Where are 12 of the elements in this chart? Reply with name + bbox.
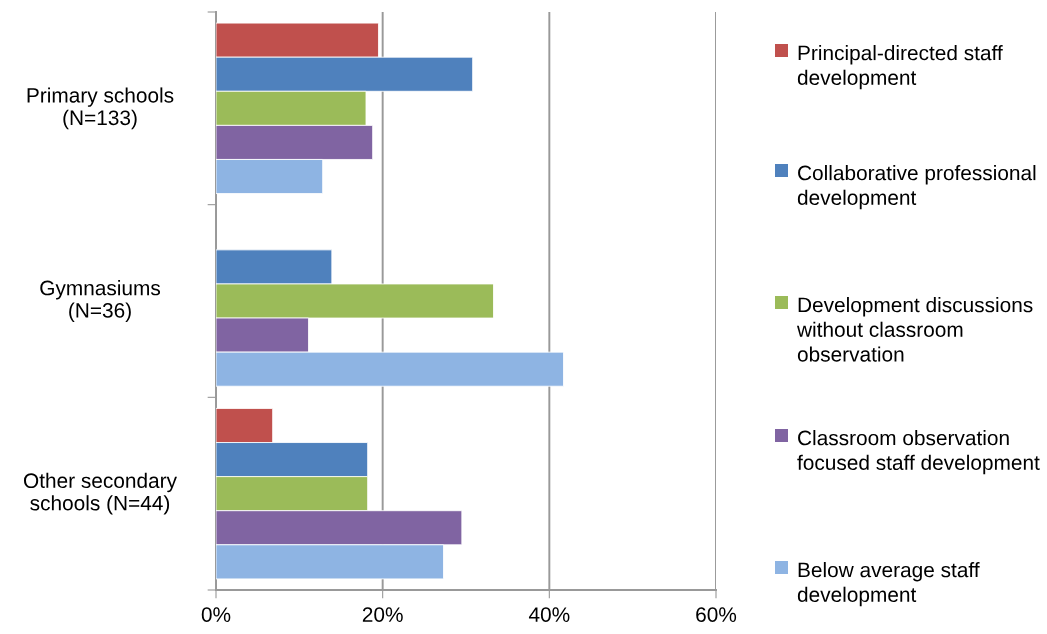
y-tick-label: Primary schools (N=133) xyxy=(27,87,174,130)
y-tick-label: Gymnasiums (N=36) xyxy=(40,280,161,322)
legend-label: Principal-directed staff development xyxy=(797,45,1003,90)
x-tick-label: 40% xyxy=(528,607,570,622)
legend-label: Development discussions without classroom observation xyxy=(796,297,1033,362)
x-tick-label: 0% xyxy=(201,607,231,622)
legend-label: Below average staff development xyxy=(797,562,980,607)
y-tick-label: Other secondary schools (N=44) xyxy=(23,472,177,515)
x-tick-label: 20% xyxy=(362,607,403,622)
legend-label: Collaborative professional development xyxy=(797,165,1036,210)
legend-label: Classroom observation focused staff development xyxy=(797,430,1040,475)
x-tick-label: 60% xyxy=(696,607,737,622)
